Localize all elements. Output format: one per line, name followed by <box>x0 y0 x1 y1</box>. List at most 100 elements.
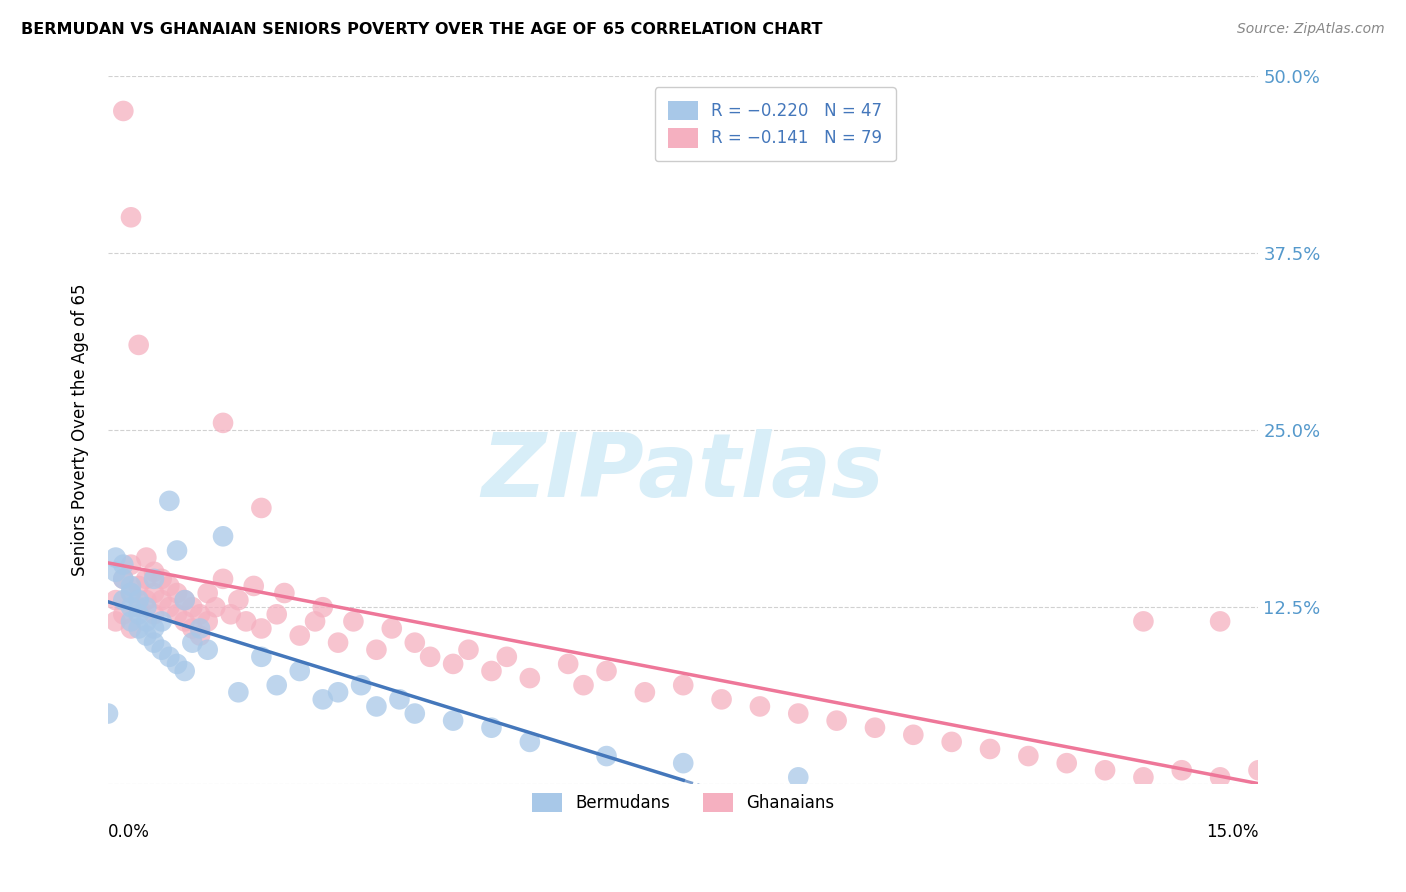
Point <box>404 635 426 649</box>
Point <box>150 593 173 607</box>
Point <box>150 615 173 629</box>
Point <box>595 664 617 678</box>
Point <box>1132 615 1154 629</box>
Point <box>366 699 388 714</box>
Point <box>979 742 1001 756</box>
Point <box>273 586 295 600</box>
Point <box>143 565 166 579</box>
Point <box>326 635 349 649</box>
Point <box>135 629 157 643</box>
Text: BERMUDAN VS GHANAIAN SENIORS POVERTY OVER THE AGE OF 65 CORRELATION CHART: BERMUDAN VS GHANAIAN SENIORS POVERTY OVE… <box>21 22 823 37</box>
Point <box>120 615 142 629</box>
Point <box>112 572 135 586</box>
Point <box>120 579 142 593</box>
Point <box>120 600 142 615</box>
Point <box>112 607 135 622</box>
Point <box>173 593 195 607</box>
Point <box>135 572 157 586</box>
Point <box>128 593 150 607</box>
Point <box>312 600 335 615</box>
Point <box>1209 615 1232 629</box>
Point <box>825 714 848 728</box>
Point <box>787 770 810 784</box>
Point <box>120 622 142 636</box>
Point <box>863 721 886 735</box>
Point <box>381 622 404 636</box>
Text: 15.0%: 15.0% <box>1206 823 1258 841</box>
Point <box>188 622 211 636</box>
Point <box>595 749 617 764</box>
Point <box>173 593 195 607</box>
Point <box>519 671 541 685</box>
Point <box>173 615 195 629</box>
Point <box>304 615 326 629</box>
Point <box>128 622 150 636</box>
Point <box>212 572 235 586</box>
Point <box>710 692 733 706</box>
Point <box>288 629 311 643</box>
Point <box>672 756 695 771</box>
Point <box>388 692 411 706</box>
Point <box>288 664 311 678</box>
Y-axis label: Seniors Poverty Over the Age of 65: Seniors Poverty Over the Age of 65 <box>72 284 89 576</box>
Point <box>104 593 127 607</box>
Point <box>197 642 219 657</box>
Point <box>228 593 250 607</box>
Point <box>250 622 273 636</box>
Point <box>242 579 264 593</box>
Point <box>250 500 273 515</box>
Point <box>366 642 388 657</box>
Point <box>326 685 349 699</box>
Point <box>128 338 150 352</box>
Point <box>143 635 166 649</box>
Point <box>150 642 173 657</box>
Point <box>903 728 925 742</box>
Point <box>572 678 595 692</box>
Text: Source: ZipAtlas.com: Source: ZipAtlas.com <box>1237 22 1385 37</box>
Point <box>128 600 150 615</box>
Point <box>104 615 127 629</box>
Point <box>441 657 464 671</box>
Point <box>419 649 441 664</box>
Point <box>1017 749 1039 764</box>
Point <box>250 649 273 664</box>
Point <box>104 565 127 579</box>
Point <box>135 593 157 607</box>
Point <box>188 629 211 643</box>
Point <box>166 607 188 622</box>
Point <box>120 558 142 572</box>
Point <box>104 550 127 565</box>
Text: ZIPatlas: ZIPatlas <box>482 429 884 516</box>
Point <box>112 593 135 607</box>
Point <box>173 664 195 678</box>
Point <box>1209 770 1232 784</box>
Point <box>112 103 135 118</box>
Point <box>404 706 426 721</box>
Point <box>557 657 579 671</box>
Point <box>634 685 657 699</box>
Legend: Bermudans, Ghanaians: Bermudans, Ghanaians <box>524 786 841 819</box>
Point <box>166 543 188 558</box>
Point <box>128 579 150 593</box>
Point <box>128 607 150 622</box>
Point <box>787 706 810 721</box>
Point <box>481 721 503 735</box>
Point <box>519 735 541 749</box>
Point <box>112 558 135 572</box>
Text: 0.0%: 0.0% <box>108 823 150 841</box>
Point <box>212 529 235 543</box>
Point <box>135 615 157 629</box>
Point <box>120 586 142 600</box>
Point <box>1171 764 1194 778</box>
Point <box>1247 764 1270 778</box>
Point <box>266 678 288 692</box>
Point <box>188 607 211 622</box>
Point <box>457 642 479 657</box>
Point <box>120 211 142 225</box>
Point <box>495 649 517 664</box>
Point <box>235 615 257 629</box>
Point <box>1056 756 1078 771</box>
Point <box>143 607 166 622</box>
Point <box>97 706 120 721</box>
Point <box>112 572 135 586</box>
